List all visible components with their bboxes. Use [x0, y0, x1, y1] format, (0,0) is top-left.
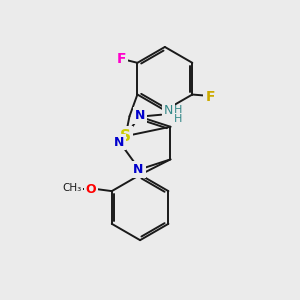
Text: N: N — [133, 163, 144, 176]
Text: H: H — [174, 105, 182, 115]
Text: O: O — [86, 183, 96, 196]
Text: S: S — [120, 129, 131, 144]
Text: H: H — [174, 114, 182, 124]
Text: F: F — [117, 52, 126, 66]
Text: N: N — [114, 136, 124, 148]
Text: N: N — [164, 104, 173, 117]
Text: F: F — [206, 89, 215, 103]
Text: CH₃: CH₃ — [62, 183, 82, 193]
Text: N: N — [135, 109, 146, 122]
